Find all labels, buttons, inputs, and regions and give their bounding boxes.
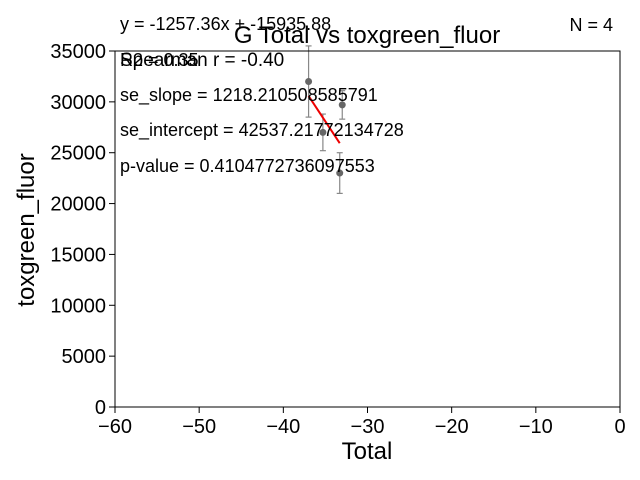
x-tick-label: −10 xyxy=(519,416,553,438)
se-slope: se_slope = 1218.210508585791 xyxy=(120,85,378,106)
y-tick-label: 5000 xyxy=(62,346,107,368)
sample-size: N = 4 xyxy=(569,15,613,35)
plot-frame xyxy=(114,50,621,408)
y-tick-label: 20000 xyxy=(50,194,106,216)
x-tick-label: −20 xyxy=(435,416,469,438)
ticks-layer: −60 −50 −40 −30 −20 −10 0 0 5000 10000 15000 20000 2… xyxy=(50,41,625,438)
data-point xyxy=(319,128,327,136)
x-tick-label: −40 xyxy=(266,416,300,438)
y-axis-label: toxgreen_fluor xyxy=(13,153,40,306)
y-tick-label: 30000 xyxy=(50,92,106,114)
p-value: p-value = 0.4104772736097553 xyxy=(120,156,375,176)
x-tick-label: −60 xyxy=(98,416,132,438)
chart-title: G Total vs toxgreen_fluor xyxy=(234,22,500,49)
marks-layer xyxy=(305,45,346,194)
r-squared: R2 = 0.35 xyxy=(120,50,199,70)
y-tick-label: 25000 xyxy=(50,143,106,165)
data-point xyxy=(305,78,313,86)
y-tick-label: 10000 xyxy=(50,295,106,317)
se-intercept: se_intercept = 42537.21772134728 xyxy=(120,120,404,141)
x-tick-label: −30 xyxy=(351,416,385,438)
y-tick-label: 35000 xyxy=(50,41,106,63)
fit-equation: y = -1257.36x + -15935.88 xyxy=(120,14,331,34)
y-tick-label: 15000 xyxy=(50,244,106,266)
x-axis-label: Total xyxy=(342,438,393,465)
spearman-r: Spearman r = -0.40 xyxy=(120,50,284,71)
x-tick-label: −50 xyxy=(182,416,216,438)
fit-line xyxy=(307,95,341,144)
x-tick-label: 0 xyxy=(614,416,625,438)
y-tick-label: 0 xyxy=(95,397,106,419)
data-point xyxy=(338,101,346,109)
data-point xyxy=(336,169,344,177)
